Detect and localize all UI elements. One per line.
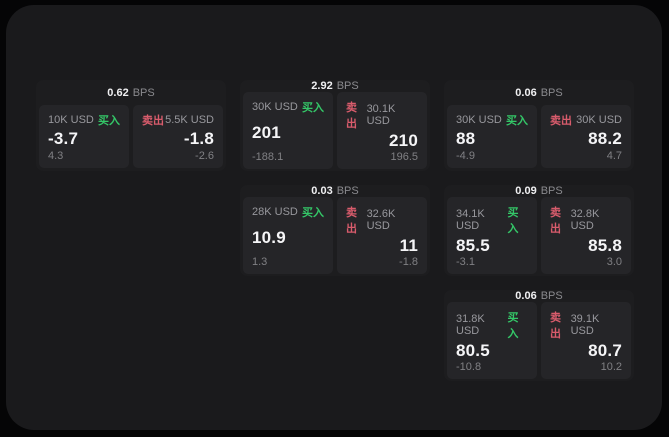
card-body: 31.8K USD 买入 80.5 -10.8 卖出 39.1K USD 80.…	[444, 302, 634, 382]
card-body: 30K USD 买入 201 -188.1 卖出 30.1K USD 210 1…	[240, 92, 430, 172]
buy-delta: -188.1	[252, 151, 284, 163]
card-body: 28K USD 买入 10.9 1.3 卖出 32.6K USD 11 -1.8	[240, 197, 430, 277]
buy-value: 10.9	[252, 228, 286, 247]
buy-label: 买入	[98, 115, 120, 127]
sell-panel[interactable]: 卖出 5.5K USD -1.8 -2.6	[133, 105, 223, 168]
sell-panel[interactable]: 卖出 32.6K USD 11 -1.8	[337, 197, 427, 274]
sell-amount: 5.5K USD	[165, 114, 214, 126]
bps-value: 0.06	[515, 86, 537, 99]
quote-card: 0.09 BPS 34.1K USD 买入 85.5 -3.1 卖出 32.8K…	[444, 185, 634, 276]
sell-delta: -1.8	[399, 256, 418, 268]
sell-amount: 39.1K USD	[570, 313, 600, 337]
quote-card-grid: 0.62 BPS 10K USD 买入 -3.7 4.3 卖出 5.5K USD	[36, 80, 634, 381]
buy-panel[interactable]: 28K USD 买入 10.9 1.3	[243, 197, 333, 274]
sell-label: 卖出	[142, 115, 164, 127]
bps-header: 2.92 BPS	[240, 80, 430, 92]
bps-header: 0.09 BPS	[444, 185, 634, 197]
sell-delta: 196.5	[390, 151, 418, 163]
buy-value: 88	[456, 129, 476, 148]
bps-value: 0.62	[107, 86, 129, 99]
sell-amount: 30K USD	[576, 114, 622, 126]
sell-value: 11	[399, 236, 418, 255]
sell-delta: 10.2	[600, 361, 622, 373]
sell-amount: 32.6K USD	[366, 208, 396, 232]
sell-panel[interactable]: 卖出 30.1K USD 210 196.5	[337, 92, 427, 169]
quote-card: 0.62 BPS 10K USD 买入 -3.7 4.3 卖出 5.5K USD	[36, 80, 226, 171]
buy-delta: 1.3	[252, 256, 268, 268]
buy-label: 买入	[302, 102, 324, 114]
buy-amount: 10K USD	[48, 114, 94, 126]
buy-amount: 30K USD	[456, 114, 502, 126]
buy-value: 80.5	[456, 341, 490, 360]
buy-label: 买入	[506, 115, 528, 127]
buy-amount: 30K USD	[252, 101, 298, 113]
buy-panel[interactable]: 31.8K USD 买入 80.5 -10.8	[447, 302, 537, 379]
bps-header: 0.06 BPS	[444, 290, 634, 302]
bps-unit: BPS	[132, 86, 155, 99]
bps-header: 0.03 BPS	[240, 185, 430, 197]
sell-label: 卖出	[550, 207, 561, 235]
quote-card: 0.03 BPS 28K USD 买入 10.9 1.3 卖出 32.6K US…	[240, 185, 430, 276]
sell-delta: -2.6	[195, 150, 214, 162]
sell-value: 80.7	[588, 341, 622, 360]
buy-value: 201	[252, 123, 281, 142]
quote-card: 0.06 BPS 31.8K USD 买入 80.5 -10.8 卖出 39.1…	[444, 290, 634, 381]
sell-delta: 3.0	[606, 256, 622, 268]
buy-delta: -4.9	[456, 150, 475, 162]
buy-label: 买入	[302, 207, 324, 219]
sell-value: 88.2	[588, 129, 622, 148]
card-body: 10K USD 买入 -3.7 4.3 卖出 5.5K USD -1.8 -2.…	[36, 105, 226, 171]
bps-value: 0.06	[515, 290, 537, 302]
card-body: 34.1K USD 买入 85.5 -3.1 卖出 32.8K USD 85.8…	[444, 197, 634, 277]
sell-panel[interactable]: 卖出 39.1K USD 80.7 10.2	[541, 302, 631, 379]
bps-unit: BPS	[540, 185, 563, 197]
bps-value: 0.09	[515, 185, 537, 197]
sell-panel[interactable]: 卖出 32.8K USD 85.8 3.0	[541, 197, 631, 274]
buy-panel[interactable]: 10K USD 买入 -3.7 4.3	[39, 105, 129, 168]
buy-value: 85.5	[456, 236, 490, 255]
bps-header: 0.06 BPS	[444, 80, 634, 105]
buy-amount: 28K USD	[252, 206, 298, 218]
sell-amount: 32.8K USD	[570, 208, 600, 232]
bps-header: 0.62 BPS	[36, 80, 226, 105]
buy-label: 买入	[507, 312, 519, 340]
sell-label: 卖出	[346, 207, 357, 235]
bps-unit: BPS	[540, 290, 563, 302]
buy-delta: -10.8	[456, 361, 482, 373]
buy-amount: 34.1K USD	[456, 208, 485, 232]
buy-value: -3.7	[48, 129, 79, 148]
bps-value: 0.03	[311, 185, 333, 197]
buy-delta: 4.3	[48, 150, 64, 162]
sell-value: 85.8	[588, 236, 622, 255]
bps-unit: BPS	[336, 185, 359, 197]
sell-label: 卖出	[346, 102, 357, 130]
bps-unit: BPS	[336, 80, 359, 92]
sell-panel[interactable]: 卖出 30K USD 88.2 4.7	[541, 105, 631, 168]
buy-delta: -3.1	[456, 256, 475, 268]
app-panel: 0.62 BPS 10K USD 买入 -3.7 4.3 卖出 5.5K USD	[6, 5, 662, 430]
buy-panel[interactable]: 30K USD 买入 201 -188.1	[243, 92, 333, 169]
card-body: 30K USD 买入 88 -4.9 卖出 30K USD 88.2 4.7	[444, 105, 634, 171]
sell-label: 卖出	[550, 312, 561, 340]
buy-label: 买入	[507, 207, 519, 235]
sell-value: 210	[389, 131, 418, 150]
sell-amount: 30.1K USD	[366, 103, 396, 127]
quote-card: 0.06 BPS 30K USD 买入 88 -4.9 卖出 30K USD	[444, 80, 634, 171]
bps-value: 2.92	[311, 80, 333, 92]
sell-delta: 4.7	[606, 150, 622, 162]
buy-panel[interactable]: 34.1K USD 买入 85.5 -3.1	[447, 197, 537, 274]
sell-value: -1.8	[183, 129, 214, 148]
quote-card: 2.92 BPS 30K USD 买入 201 -188.1 卖出 30.1K …	[240, 80, 430, 171]
buy-panel[interactable]: 30K USD 买入 88 -4.9	[447, 105, 537, 168]
buy-amount: 31.8K USD	[456, 313, 485, 337]
bps-unit: BPS	[540, 86, 563, 99]
sell-label: 卖出	[550, 115, 572, 127]
